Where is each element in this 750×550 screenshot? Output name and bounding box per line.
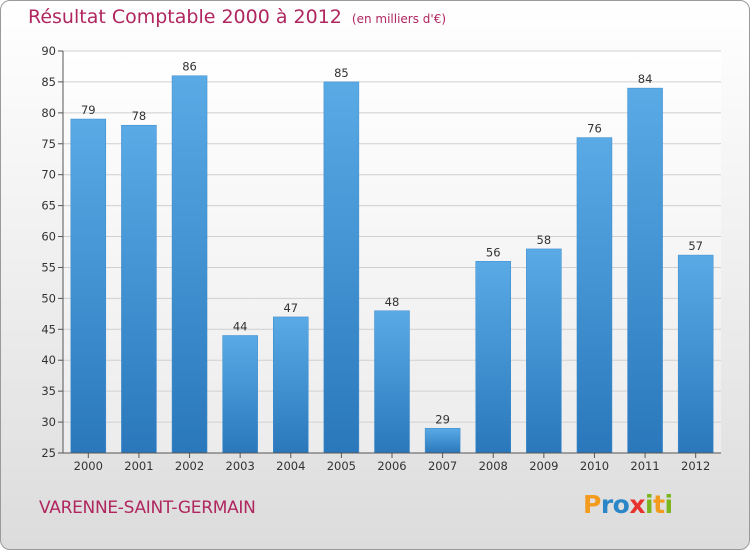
x-tick-label: 2003: [226, 459, 255, 473]
x-tick-label: 2007: [428, 459, 457, 473]
logo-letter: i: [645, 490, 654, 519]
bar-value-label: 85: [334, 66, 349, 80]
location-label: VARENNE-SAINT-GERMAIN: [39, 498, 256, 518]
bar: [222, 335, 258, 454]
y-tick-label: 85: [41, 75, 56, 89]
y-tick-label: 25: [41, 446, 56, 460]
y-tick-label: 70: [41, 168, 56, 182]
x-tick-label: 2012: [681, 459, 710, 473]
bar: [424, 428, 461, 454]
bar-value-label: 56: [486, 245, 501, 259]
x-tick-label: 2009: [529, 459, 558, 473]
chart-title: Résultat Comptable 2000 à 2012 (en millie…: [28, 6, 446, 28]
y-tick-label: 30: [41, 415, 56, 429]
x-tick-label: 2011: [630, 459, 659, 473]
logo-letter: P: [583, 490, 601, 519]
bar: [627, 87, 663, 454]
bar: [273, 316, 309, 454]
bar-value-label: 86: [182, 60, 197, 74]
y-tick-label: 65: [41, 199, 56, 213]
bar-value-label: 47: [283, 301, 298, 315]
y-tick-label: 55: [41, 260, 56, 274]
logo-letter: o: [612, 490, 630, 519]
y-tick-label: 80: [41, 106, 56, 120]
bar-value-label: 44: [233, 319, 248, 333]
bar: [374, 310, 410, 454]
bar-value-label: 78: [132, 109, 147, 123]
y-tick-label: 35: [41, 384, 56, 398]
bar-value-label: 58: [537, 233, 552, 247]
logo-letter: r: [600, 490, 613, 519]
y-tick-label: 40: [41, 353, 56, 367]
chart-title-text: Résultat Comptable 2000 à 2012: [28, 6, 342, 28]
bar-value-label: 76: [587, 122, 602, 136]
y-tick-label: 50: [41, 291, 56, 305]
bar: [475, 261, 511, 454]
bar-value-label: 57: [688, 239, 703, 253]
x-tick-label: 2001: [124, 459, 153, 473]
bar-value-label: 79: [81, 103, 96, 117]
logo-letter: t: [653, 490, 665, 519]
x-tick-label: 2008: [479, 459, 508, 473]
x-tick-label: 2010: [580, 459, 609, 473]
bar: [576, 137, 613, 454]
x-tick-label: 2006: [377, 459, 406, 473]
bar: [171, 75, 208, 454]
bar: [677, 254, 714, 454]
y-tick-label: 60: [41, 230, 56, 244]
proxiti-logo: Proxiti: [583, 490, 673, 519]
x-tick-label: 2005: [327, 459, 356, 473]
bar-value-label: 48: [385, 295, 400, 309]
x-tick-label: 2004: [276, 459, 305, 473]
y-tick-label: 75: [41, 137, 56, 151]
x-tick-label: 2002: [175, 459, 204, 473]
bar-value-label: 29: [435, 412, 450, 426]
bar: [323, 81, 360, 454]
y-tick-label: 90: [41, 44, 56, 58]
x-tick-label: 2000: [74, 459, 103, 473]
bar: [121, 124, 157, 454]
y-tick-label: 45: [41, 322, 56, 336]
bar: [70, 118, 107, 454]
bar: [526, 248, 562, 454]
logo-letter: i: [664, 490, 674, 519]
bar-value-label: 84: [638, 72, 653, 86]
chart-subtitle: (en milliers d'€): [351, 12, 447, 26]
logo-letter: x: [629, 490, 645, 519]
